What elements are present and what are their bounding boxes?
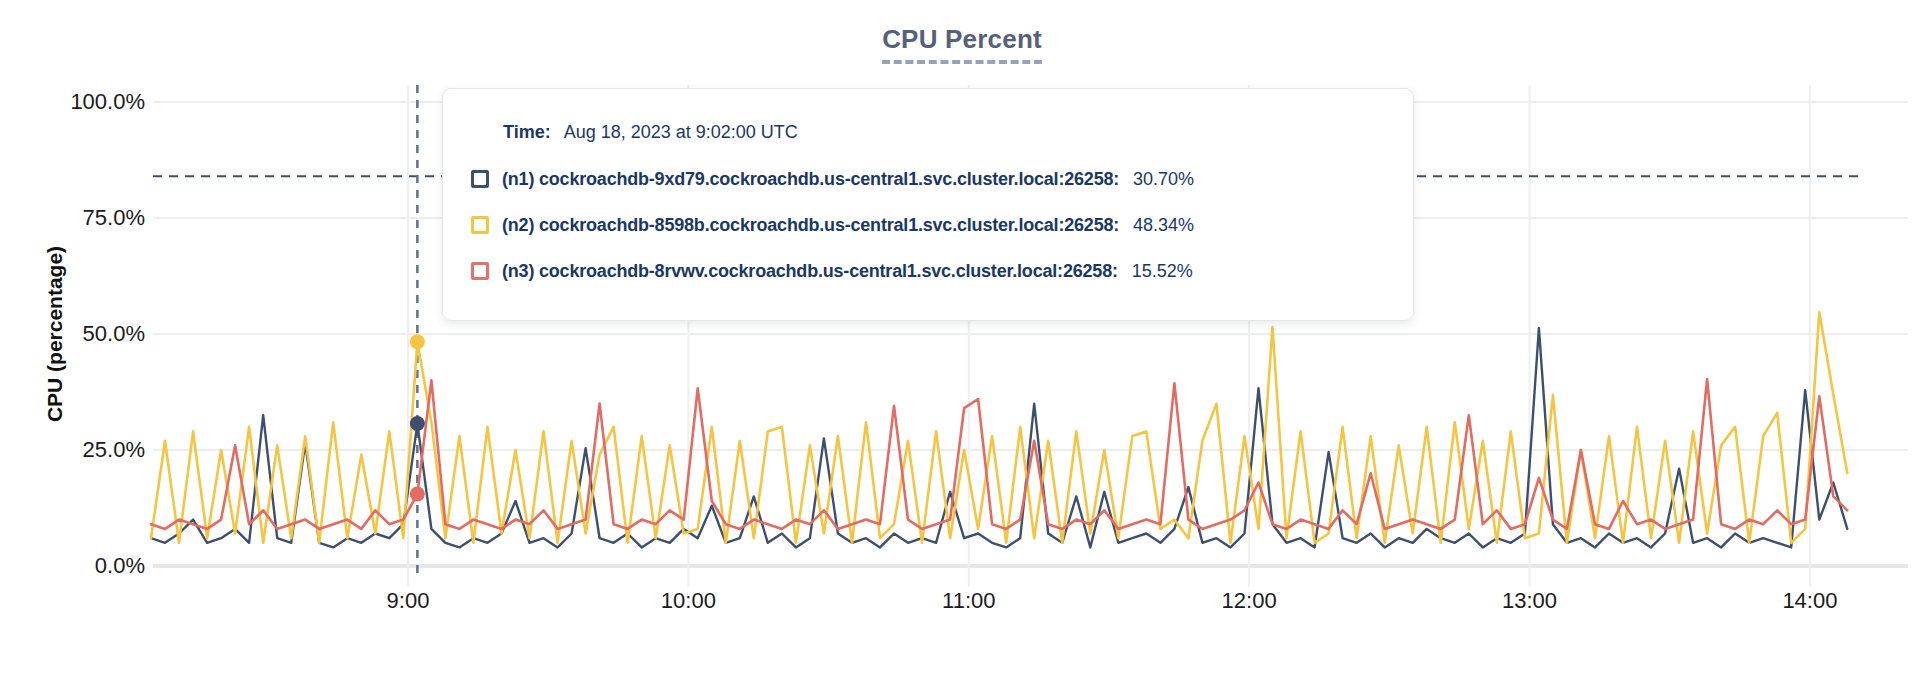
tooltip-series-value: 30.70% [1133,169,1194,190]
series-n3-swatch-icon [471,262,489,280]
tooltip-series-row-n1: (n1) cockroachdb-9xd79.cockroachdb.us-ce… [471,166,1389,192]
tooltip-series-name: (n3) cockroachdb-8rvwv.cockroachdb.us-ce… [502,261,1118,282]
tooltip-series-value: 48.34% [1133,215,1194,236]
tooltip-time-value: Aug 18, 2023 at 9:02:00 UTC [564,122,798,142]
tooltip-series-value: 15.52% [1132,261,1193,282]
tooltip-series-row-n3: (n3) cockroachdb-8rvwv.cockroachdb.us-ce… [471,258,1389,284]
tooltip-time-label: Time: [503,122,551,142]
tooltip-series-name: (n1) cockroachdb-9xd79.cockroachdb.us-ce… [502,169,1119,190]
tooltip-time-row: Time: Aug 18, 2023 at 9:02:00 UTC [503,119,1389,145]
series-n2-swatch-icon [471,216,489,234]
tooltip-series-row-n2: (n2) cockroachdb-8598b.cockroachdb.us-ce… [471,212,1389,238]
hover-tooltip: Time: Aug 18, 2023 at 9:02:00 UTC (n1) co… [442,88,1414,321]
hover-dot-n3 [410,486,425,501]
hover-dot-n1 [410,416,425,431]
cpu-percent-chart-panel: CPU Percent CPU (percentage) 0.0%25.0%50… [0,0,1924,694]
series-n1-swatch-icon [471,170,489,188]
hover-dot-n2 [410,334,425,349]
tooltip-series-name: (n2) cockroachdb-8598b.cockroachdb.us-ce… [502,215,1119,236]
